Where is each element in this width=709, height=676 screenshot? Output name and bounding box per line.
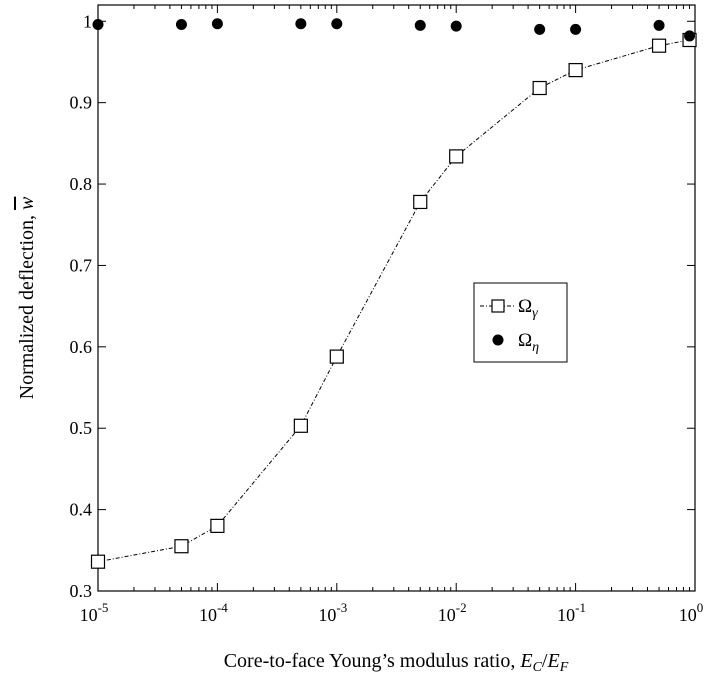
series-omega-gamma-line [97,39,690,563]
series-omega-eta-point [295,18,307,30]
y-axis-title: Normalized deflection, w [16,196,38,399]
x-axis-ticks: 10-5 10-4 10-3 10-2 10-1 100 [80,5,704,625]
series-omega-eta-point [684,30,696,42]
y-tick-label: 1 [83,11,92,31]
legend-box [473,282,568,363]
series-omega-eta [92,18,696,42]
series-omega-gamma-point [293,418,308,433]
y-tick-label: 0.4 [70,500,93,520]
y-tick-label: 0.8 [70,174,93,194]
legend-marker-eta [492,334,504,346]
series-omega-eta-point [92,19,104,31]
series-omega-gamma-point [532,80,547,96]
series-omega-eta-point [534,23,546,35]
series-omega-eta-point [414,19,426,31]
series-omega-eta-point [450,20,462,32]
series-omega-eta-point [211,18,223,30]
series-omega-eta-point [653,19,665,31]
y-axis-ticks: 0.3 0.4 0.5 0.6 0.7 0.8 0.9 1 [70,11,695,601]
y-tick-label: 0.5 [70,418,93,438]
x-tick-label: 10-3 [318,600,347,625]
legend-marker-gamma [491,299,505,313]
x-axis-title: Core-to-face Young’s modulus ratio, EC/E… [224,650,569,675]
series-omega-gamma-point [329,349,344,364]
x-tick-label: 10-2 [438,600,467,625]
series-omega-gamma-point [651,38,667,53]
series-omega-gamma-point [174,539,189,554]
x-tick-label: 10-4 [199,600,228,625]
x-tick-label: 10-5 [80,600,109,625]
series-omega-gamma-point [568,63,583,78]
y-tick-label: 0.7 [70,255,93,275]
series-omega-gamma-point [449,149,464,164]
x-tick-label: 100 [679,600,704,625]
x-tick-label: 10-1 [557,600,586,625]
series-omega-gamma-point [210,518,225,533]
series-omega-eta-point [175,19,187,31]
y-tick-label: 0.9 [70,93,93,113]
plot-frame [97,4,696,592]
legend-label-eta: Ωη [518,330,539,355]
y-tick-label: 0.6 [70,337,93,357]
legend-label-gamma: Ωγ [518,296,538,321]
legend: Ωγ Ωη [473,282,568,363]
series-omega-gamma-point [413,194,428,210]
series-omega-gamma-point [90,554,106,569]
series-omega-eta-point [331,18,343,30]
series-omega-gamma [90,32,697,569]
y-tick-label: 0.3 [70,581,93,601]
series-omega-eta-point [570,23,582,35]
